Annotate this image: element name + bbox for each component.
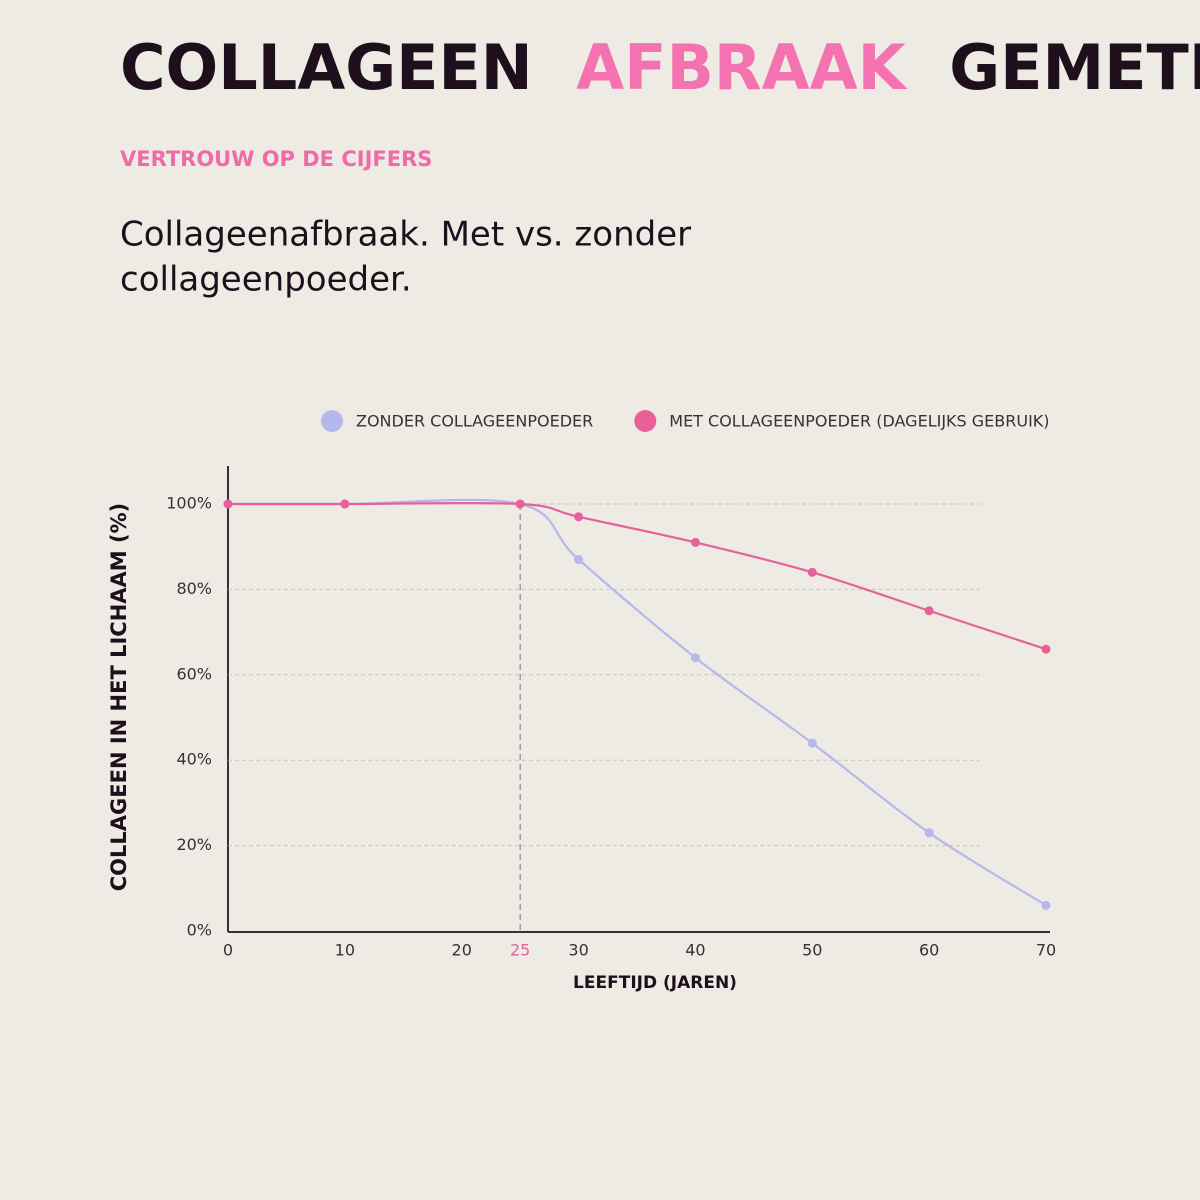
data-point xyxy=(223,499,233,509)
x-tick-label: 20 xyxy=(452,941,472,960)
data-point xyxy=(807,567,817,577)
y-tick-label: 60% xyxy=(176,664,212,683)
legend-marker xyxy=(321,410,343,432)
y-tick-label: 80% xyxy=(176,579,212,598)
data-point xyxy=(924,606,934,616)
y-tick-label: 100% xyxy=(166,494,212,513)
x-tick-label: 50 xyxy=(802,941,822,960)
x-tick-label: 10 xyxy=(335,941,355,960)
data-point xyxy=(1041,644,1051,654)
x-tick-label: 25 xyxy=(510,941,530,960)
title-part: AFBRAAK xyxy=(576,31,907,104)
data-point xyxy=(690,653,700,663)
x-axis-label: LEEFTIJD (JAREN) xyxy=(573,973,737,993)
subtitle-line: collageenpoeder. xyxy=(120,260,412,300)
legend-label: MET COLLAGEENPOEDER (DAGELIJKS GEBRUIK) xyxy=(669,412,1049,431)
x-tick-label: 30 xyxy=(568,941,588,960)
data-point xyxy=(1041,900,1051,910)
data-point xyxy=(340,499,350,509)
data-point xyxy=(515,499,525,509)
x-tick-label: 60 xyxy=(919,941,939,960)
data-point xyxy=(574,555,584,565)
data-point xyxy=(924,828,934,838)
series-line xyxy=(228,498,1047,907)
data-point xyxy=(574,512,584,522)
subtitle-line: Collageenafbraak. Met vs. zonder xyxy=(120,215,691,255)
data-point xyxy=(690,537,700,547)
legend-marker xyxy=(634,410,657,432)
x-tick-label: 40 xyxy=(685,941,705,960)
kicker: VERTROUW OP DE CIJFERS xyxy=(120,147,432,171)
series-line xyxy=(228,501,1047,651)
y-axis-label: COLLAGEEN IN HET LICHAAM (%) xyxy=(107,503,131,891)
y-tick-label: 0% xyxy=(187,921,212,940)
x-tick-label: 0 xyxy=(223,941,233,960)
chart-title: COLLAGEEN AFBRAAK GEMETEN. xyxy=(120,31,1200,104)
title-part: COLLAGEEN xyxy=(120,31,533,104)
y-tick-label: 40% xyxy=(176,750,212,769)
x-tick-label: 70 xyxy=(1036,941,1056,960)
data-point xyxy=(807,738,817,748)
y-tick-label: 20% xyxy=(176,835,212,854)
legend-label: ZONDER COLLAGEENPOEDER xyxy=(356,412,593,431)
title-part: GEMETEN. xyxy=(949,31,1200,104)
